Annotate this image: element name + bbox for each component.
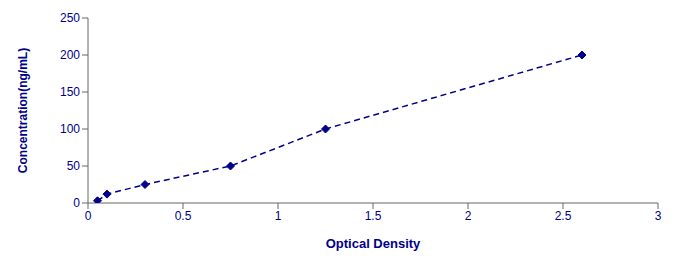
svg-text:150: 150 [60,85,80,99]
svg-text:0: 0 [73,196,80,210]
svg-text:100: 100 [60,122,80,136]
svg-text:3: 3 [655,209,662,223]
svg-text:0: 0 [85,209,92,223]
svg-text:2.5: 2.5 [555,209,572,223]
svg-text:Concentration(ng/mL): Concentration(ng/mL) [16,48,30,173]
svg-text:Optical Density: Optical Density [326,236,421,251]
svg-text:1: 1 [275,209,282,223]
svg-text:200: 200 [60,48,80,62]
svg-text:250: 250 [60,11,80,25]
svg-text:2: 2 [465,209,472,223]
svg-text:50: 50 [67,159,81,173]
svg-text:0.5: 0.5 [175,209,192,223]
svg-text:1.5: 1.5 [365,209,382,223]
